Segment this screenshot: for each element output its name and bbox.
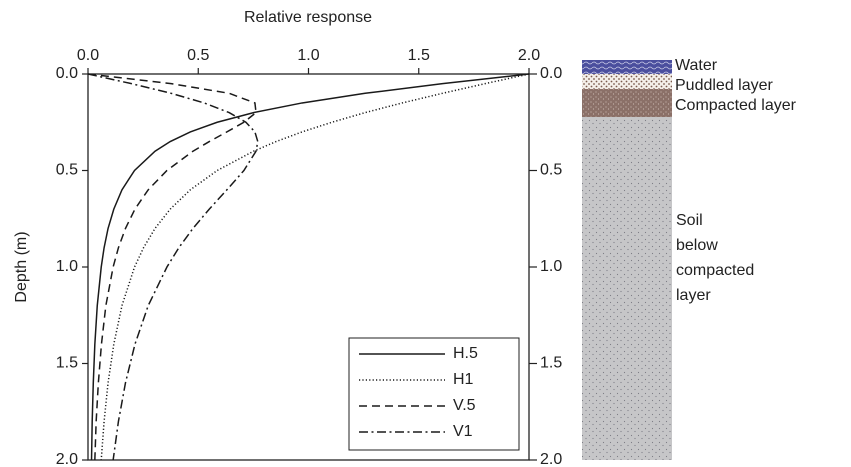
chart: Relative response Depth (m) Water Puddle… (0, 0, 851, 467)
legend-box (349, 338, 519, 450)
layer-label: compacted (676, 262, 754, 279)
layer-label: Soil (676, 212, 703, 229)
y2-tick-label: 2.0 (540, 451, 562, 467)
x-tick-label: 0.5 (187, 47, 209, 64)
compacted-layer (582, 89, 672, 117)
y2-tick-label: 0.5 (540, 162, 562, 179)
y-tick-label: 1.5 (56, 355, 78, 372)
soil-column: Water Puddled layer Compacted layer Soil… (582, 57, 797, 460)
legend-label: H.5 (453, 345, 478, 362)
chart-title: Relative response (244, 9, 372, 26)
x-tick-label: 2.0 (518, 47, 540, 64)
layer-label: Puddled layer (675, 77, 774, 94)
y2-tick-label: 1.0 (540, 258, 562, 275)
layer-label: Water (675, 57, 718, 74)
y-tick-label: 2.0 (56, 451, 78, 467)
legend-label: H1 (453, 371, 474, 388)
layer-label: Compacted layer (675, 97, 797, 114)
layer-label: below (676, 237, 718, 254)
legend-label: V1 (453, 423, 473, 440)
x-tick-label: 0.0 (77, 47, 99, 64)
soil-layer (582, 117, 672, 460)
layer-label: layer (676, 287, 711, 304)
y2-tick-label: 0.0 (540, 65, 562, 82)
y-tick-label: 0.5 (56, 162, 78, 179)
y2-tick-label: 1.5 (540, 355, 562, 372)
series-line (88, 74, 258, 460)
puddled-layer (582, 74, 672, 89)
y-axis-label: Depth (m) (13, 231, 30, 302)
water-layer (582, 60, 672, 74)
y-tick-label: 1.0 (56, 258, 78, 275)
legend-label: V.5 (453, 397, 476, 414)
x-tick-label: 1.0 (297, 47, 319, 64)
y-tick-label: 0.0 (56, 65, 78, 82)
series-line (88, 74, 256, 460)
x-tick-label: 1.5 (408, 47, 430, 64)
